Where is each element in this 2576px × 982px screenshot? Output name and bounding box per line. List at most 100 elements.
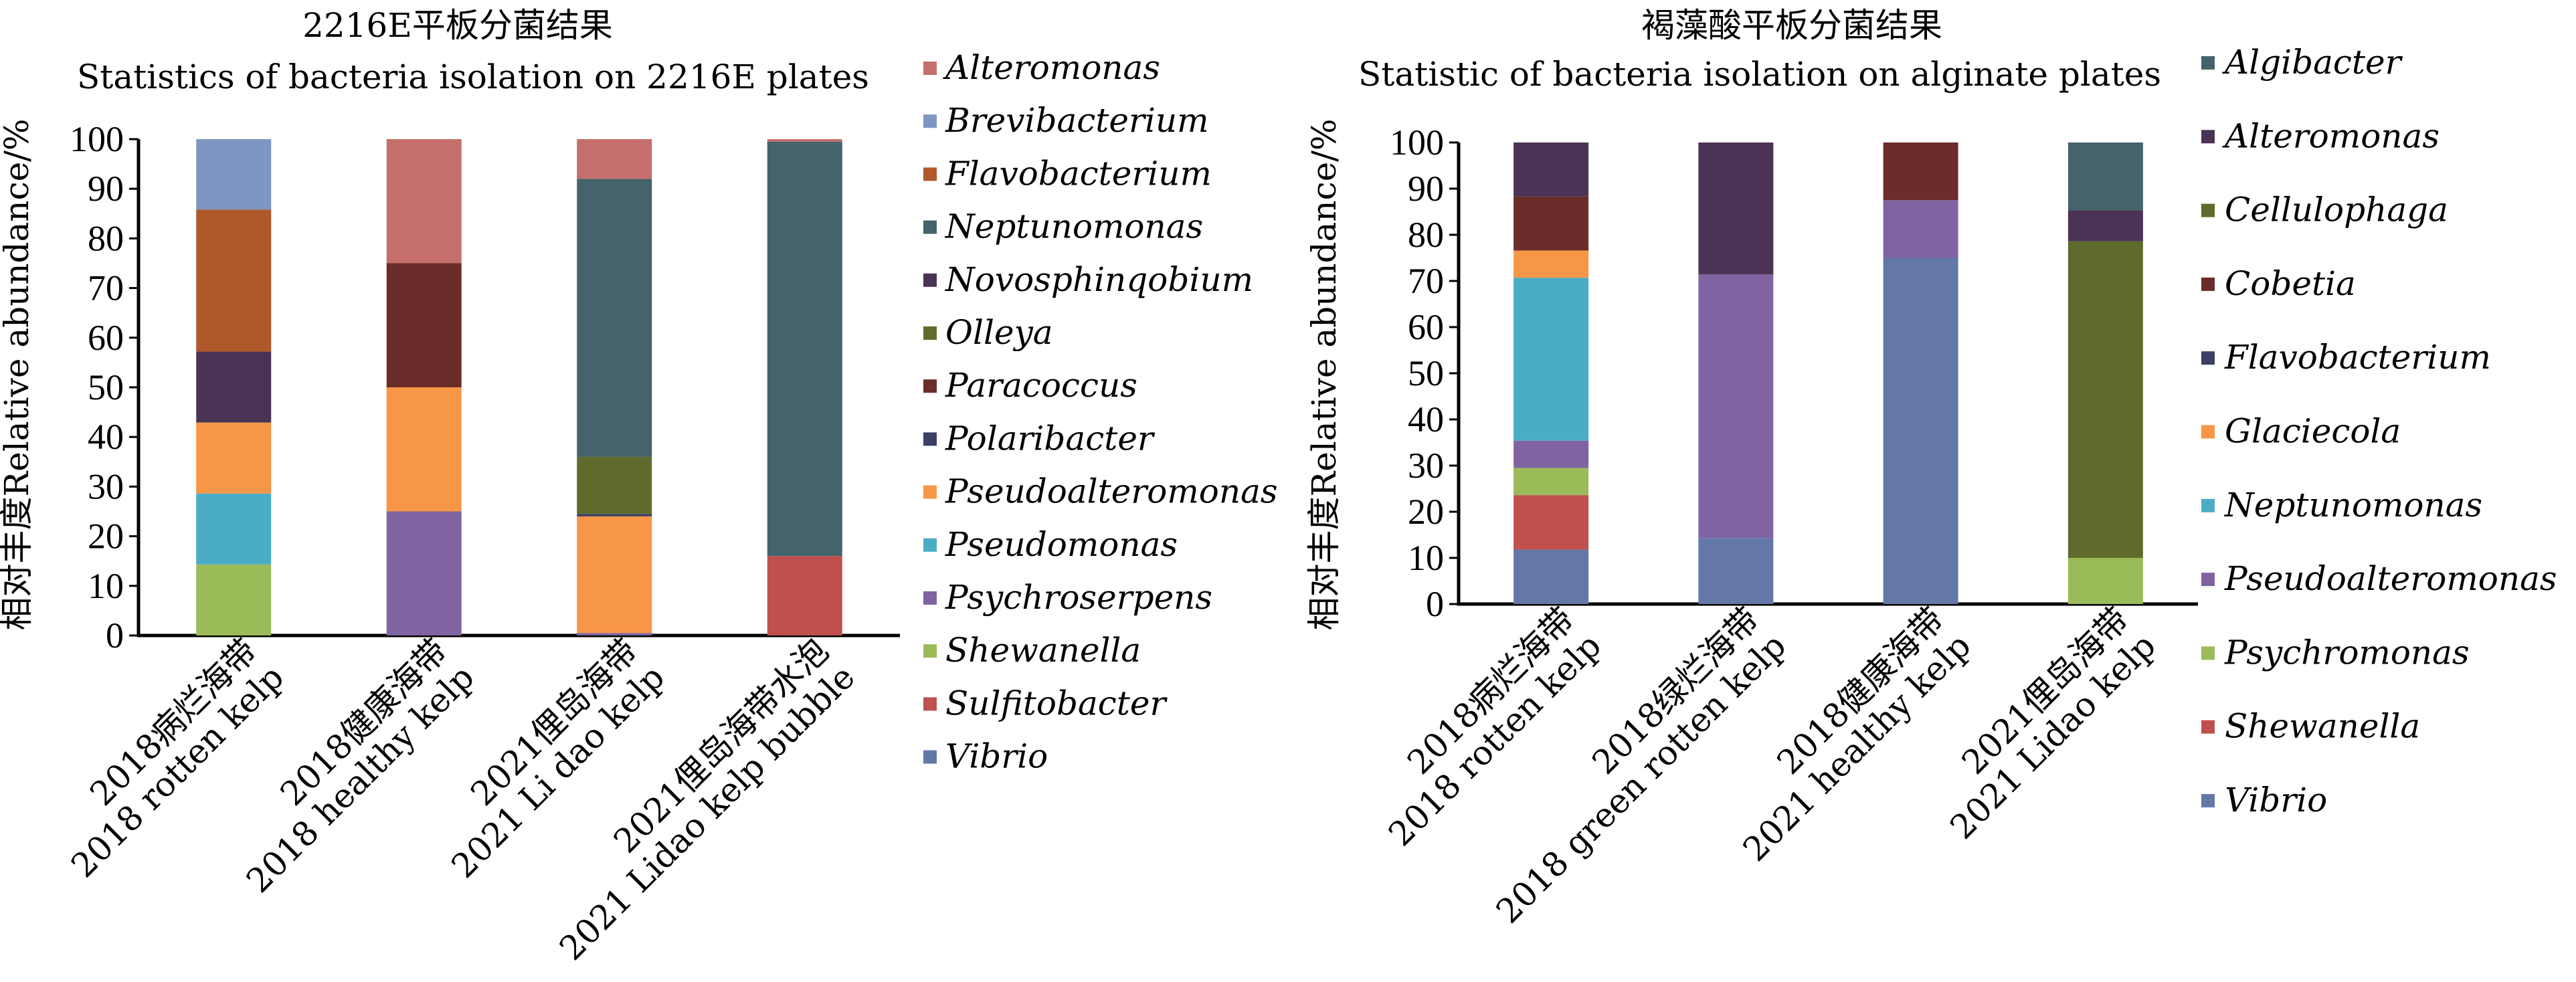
legend-swatch <box>2201 56 2215 70</box>
legend-label: Flavobacterium <box>2224 338 2491 377</box>
y-tick-label: 30 <box>1408 446 1444 486</box>
legend-swatch <box>2201 351 2215 365</box>
bar-segment <box>196 209 272 352</box>
legend-swatch <box>923 62 937 75</box>
bar-segment <box>577 179 652 457</box>
chart-subtitle: Statistics of bacteria isolation on 2216… <box>77 58 869 96</box>
legend-label: Vibrio <box>945 737 1048 776</box>
legend-swatch <box>923 591 937 605</box>
bar-segment <box>196 351 272 423</box>
legend-swatch <box>923 485 937 499</box>
legend-swatch <box>2201 203 2215 217</box>
y-tick-label: 50 <box>1408 353 1444 393</box>
bar-segment <box>1513 142 1589 197</box>
legend-swatch <box>923 167 937 181</box>
bar-segment <box>1698 274 1774 538</box>
y-tick-label: 50 <box>88 367 124 407</box>
legend-label: Cellulophaga <box>2225 191 2448 229</box>
bar-segment <box>577 456 652 514</box>
bar-segment <box>577 139 652 179</box>
bar-segment <box>2067 142 2143 211</box>
legend-swatch <box>2201 794 2215 807</box>
legend-swatch <box>2201 498 2215 512</box>
chart-title: 褐藻酸平板分菌结果 <box>1641 6 1942 45</box>
bar-segment <box>1513 278 1589 441</box>
legend-swatch <box>923 750 937 764</box>
legend-label: Psychromonas <box>2224 633 2470 672</box>
y-tick-label: 70 <box>88 268 124 308</box>
legend-swatch <box>2201 130 2215 144</box>
y-tick-label: 40 <box>1408 399 1444 439</box>
bar-segment <box>386 263 462 387</box>
y-axis-label: 相对丰度Relative abundance/% <box>0 118 36 630</box>
chart-title: 2216E平板分菌结果 <box>302 6 613 45</box>
legend-label: Olleya <box>945 313 1053 352</box>
legend-label: Pseudoalteromonas <box>2224 559 2557 598</box>
legend-label: Cobetia <box>2225 264 2356 303</box>
legend-label: Shewanella <box>945 631 1141 670</box>
bar-segment <box>577 633 652 635</box>
y-tick-label: 0 <box>106 615 124 656</box>
legend-label: Flavobacterium <box>945 154 1212 193</box>
bar-segment <box>1698 538 1774 604</box>
bar-segment <box>767 141 842 557</box>
legend-label: Alteromonas <box>943 48 1160 87</box>
bar-segment <box>386 511 462 635</box>
bar-segment <box>1883 142 1958 201</box>
y-tick-label: 100 <box>70 119 124 159</box>
legend-label: Neptunomonas <box>945 207 1203 246</box>
bar-segment <box>767 139 842 142</box>
bar-segment <box>1513 250 1589 278</box>
legend-swatch <box>2201 425 2215 439</box>
legend-label: Shewanella <box>2225 707 2420 746</box>
legend-swatch <box>923 220 937 234</box>
bar-segment <box>196 422 272 494</box>
bar-segment <box>2067 558 2143 604</box>
y-tick-label: 80 <box>1408 215 1444 255</box>
legend-label: Glaciecola <box>2225 412 2401 451</box>
bar-segment <box>1513 196 1589 251</box>
y-tick-label: 60 <box>88 318 124 358</box>
y-tick-label: 70 <box>1408 261 1444 301</box>
legend-label: Algibacter <box>2222 43 2403 82</box>
y-tick-label: 20 <box>88 516 124 557</box>
chart-subtitle: Statistic of bacteria isolation on algin… <box>1358 55 2161 94</box>
legend-swatch <box>923 644 937 658</box>
y-tick-label: 0 <box>1426 584 1444 624</box>
legend-label: Brevibacterium <box>945 101 1208 140</box>
bar-segment <box>1513 468 1589 496</box>
bar-segment <box>1698 142 1774 275</box>
legend-label: Pseudoalteromonas <box>945 472 1278 511</box>
y-tick-label: 100 <box>1390 122 1444 163</box>
bar-segment <box>577 514 652 516</box>
legend-swatch <box>2201 573 2215 587</box>
legend-label: Alteromonas <box>2222 116 2440 155</box>
legend-swatch <box>923 379 937 393</box>
bar-segment <box>196 139 272 210</box>
legend-label: Neptunomonas <box>2224 486 2482 524</box>
bar-segment <box>767 556 842 635</box>
legend-swatch <box>2201 720 2215 734</box>
y-tick-label: 60 <box>1408 307 1444 347</box>
chart-1: 2216E平板分菌结果 Statistics of bacteria isolat… <box>0 6 1278 968</box>
y-tick-label: 10 <box>1408 538 1444 578</box>
bar-segment <box>2067 241 2143 558</box>
bar-segment <box>1883 258 1958 604</box>
bar-segment <box>577 516 652 633</box>
legend-label: Sulfitobacter <box>945 684 1168 722</box>
legend-label: Polaribacter <box>945 419 1156 458</box>
legend-swatch <box>923 273 937 287</box>
y-tick-label: 20 <box>1408 492 1444 532</box>
bar-segment <box>196 493 272 565</box>
y-tick-label: 90 <box>1408 169 1444 209</box>
bar-segment <box>386 387 462 512</box>
y-tick-label: 10 <box>88 566 124 606</box>
legend-swatch <box>2201 277 2215 291</box>
bar-segment <box>196 564 272 635</box>
bar-segment <box>1883 200 1958 258</box>
legend-swatch <box>923 114 937 128</box>
legend-label: Novosphinqobium <box>945 260 1253 299</box>
